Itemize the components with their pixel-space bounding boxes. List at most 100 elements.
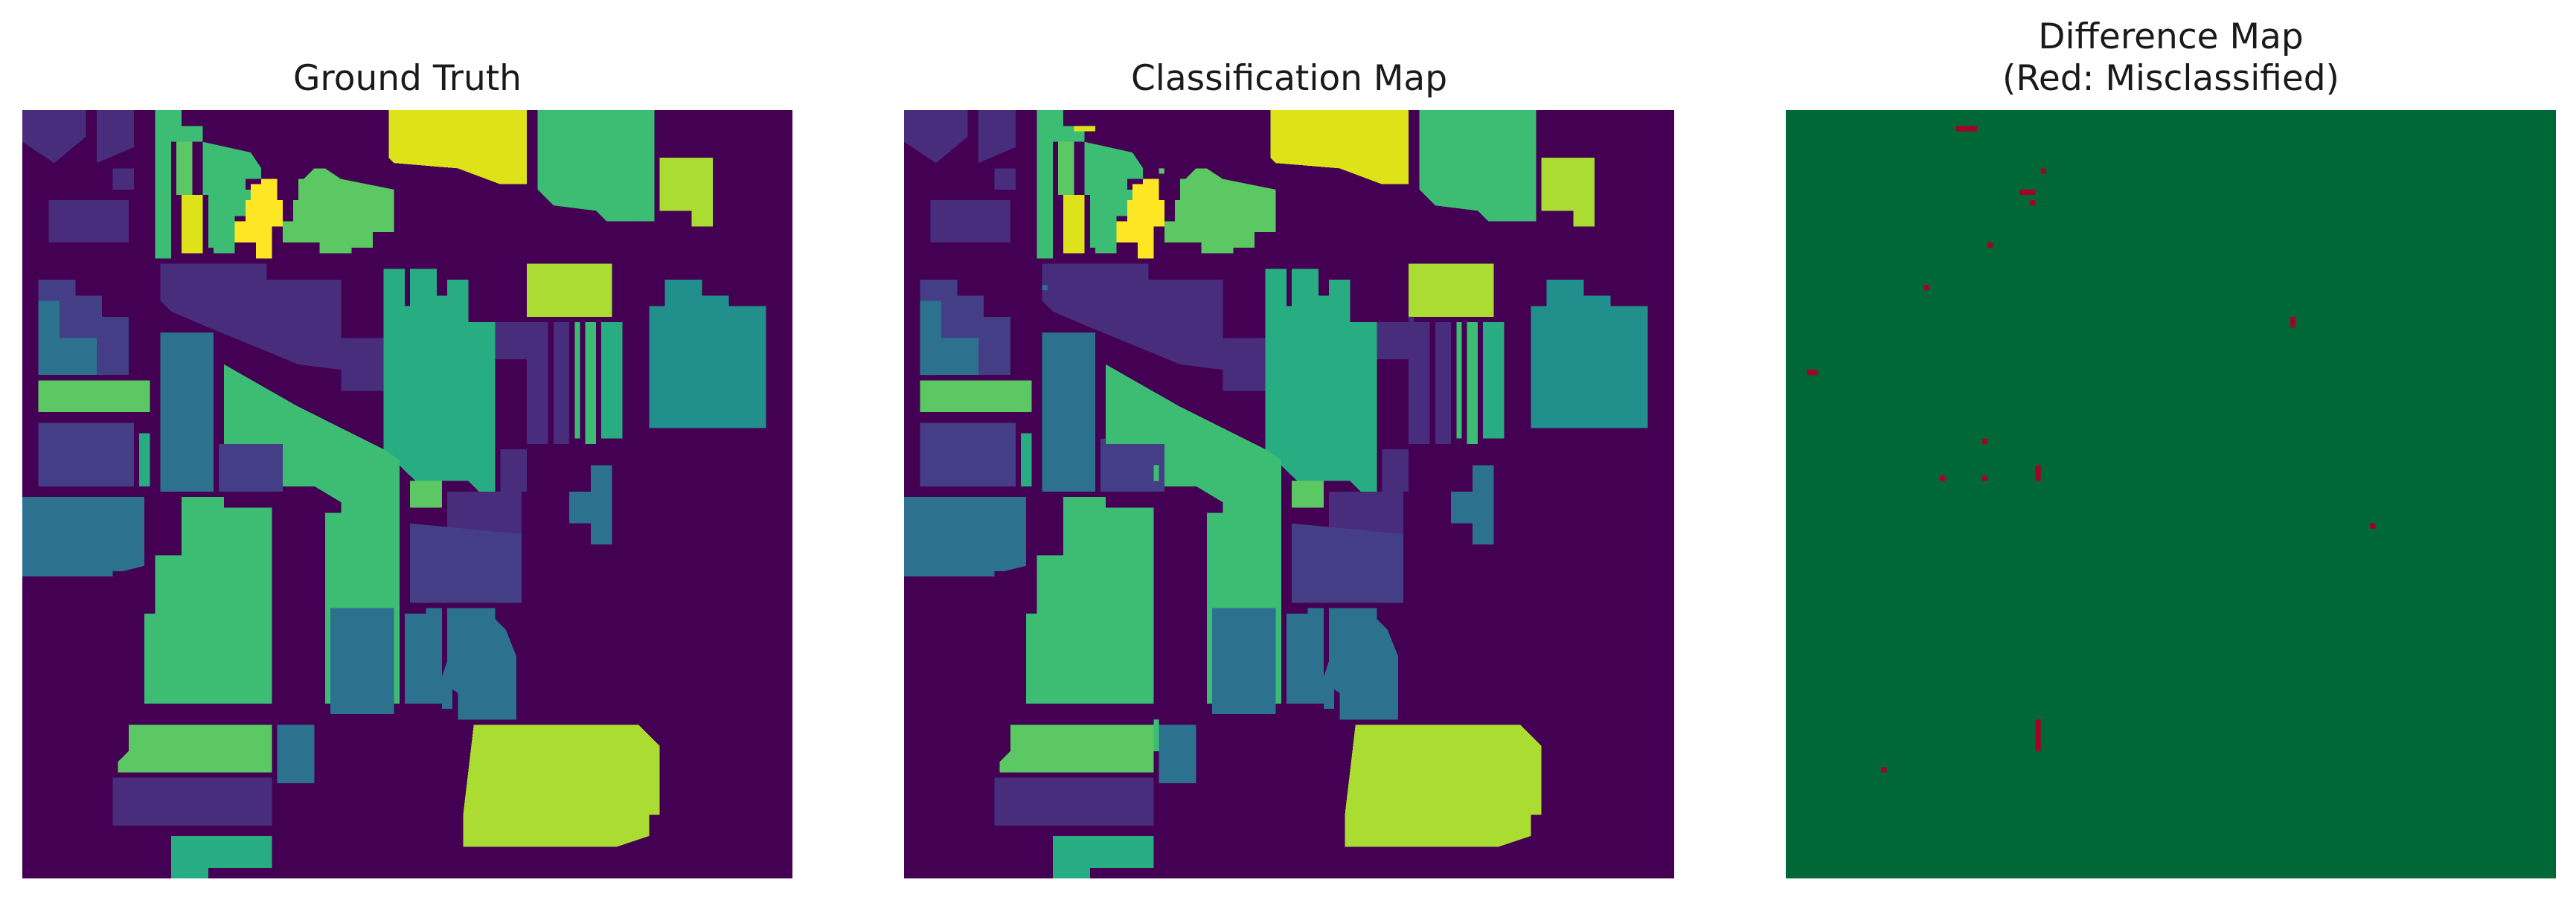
class-region-c11 [38, 422, 134, 486]
class-region-c11 [920, 422, 1016, 486]
class-region-c5 [1026, 613, 1064, 704]
class-region-c6 [920, 380, 1032, 413]
class-region-c5 [1419, 110, 1537, 222]
class-region-c2 [569, 491, 591, 524]
class-region-c6 [1292, 480, 1324, 508]
class-region-c4 [1265, 269, 1377, 492]
class-region-c10 [112, 777, 272, 826]
class-region-c6 [999, 724, 1154, 773]
misclassified-pixel [2290, 316, 2296, 328]
class-region-c2 [1212, 608, 1276, 715]
class-region-c2 [426, 608, 442, 630]
class-region-c2 [1307, 608, 1324, 630]
predicted-pixel [999, 767, 1005, 773]
class-region-c2 [1323, 660, 1335, 710]
misclassified-pixel [1982, 438, 1988, 444]
class-region-c2 [1323, 608, 1398, 720]
class-region-c2 [1159, 724, 1196, 783]
class-region-c5 [537, 110, 655, 222]
predicted-pixel [1409, 316, 1414, 328]
predicted-pixel [1106, 242, 1112, 248]
class-region-c5 [1106, 507, 1154, 704]
predicted-pixel [1074, 126, 1095, 132]
misclassified-pixel [2040, 168, 2046, 174]
class-region-c6 [282, 168, 394, 254]
class-region-c7 [1541, 158, 1595, 227]
class-region-c11 [1100, 443, 1164, 492]
class-region-c10 [994, 777, 1154, 826]
predicted-pixel [1153, 719, 1159, 752]
predicted-pixel [1159, 168, 1164, 174]
class-region-c2 [160, 332, 214, 492]
class-region-c11 [1292, 523, 1403, 603]
class-region-c2 [1472, 465, 1494, 545]
misclassified-pixel [1987, 242, 1993, 248]
class-region-c10 [160, 263, 400, 391]
class-region-c7 [1409, 263, 1494, 317]
class-region-c10 [1042, 263, 1281, 391]
predicted-pixel [1488, 523, 1494, 529]
classification-map-title: Classification Map [1130, 58, 1448, 99]
class-region-c5 [1037, 110, 1085, 259]
class-region-c11 [920, 279, 1010, 376]
misclassified-pixel [1923, 285, 1929, 291]
class-region-c4 [139, 433, 150, 486]
difference-map-title: Difference Map (Red: Misclassified) [2002, 16, 2339, 99]
class-region-c2 [1292, 655, 1308, 704]
misclassified-pixel [2030, 200, 2036, 206]
class-region-c6 [410, 480, 442, 508]
class-region-c10 [495, 321, 528, 359]
class-region-c8 [388, 110, 528, 184]
class-region-c2 [410, 655, 426, 704]
misclassified-pixel [2370, 523, 2376, 529]
class-region-c4 [1483, 321, 1505, 439]
predicted-pixel [1153, 465, 1159, 481]
class-region-c5 [1037, 497, 1106, 704]
class-region-c10 [994, 168, 1016, 190]
class-region-c5 [155, 110, 203, 259]
predicted-pixel [1100, 438, 1106, 444]
class-region-c6 [1058, 141, 1074, 195]
class-region-c6 [118, 724, 272, 773]
class-region-c2 [441, 660, 453, 710]
class-region-c6 [1164, 168, 1276, 254]
predicted-pixel [1058, 475, 1064, 481]
class-region-c10 [978, 110, 1016, 164]
class-region-c2 [920, 300, 978, 376]
class-region-c5 [574, 321, 580, 439]
class-region-c2 [904, 497, 1027, 576]
class-region-c4 [383, 269, 496, 492]
misclassified-pixel [2019, 189, 2036, 195]
class-region-c2 [277, 724, 315, 783]
class-region-c2 [590, 465, 612, 545]
class-region-c5 [1467, 321, 1478, 444]
class-region-c10 [1435, 321, 1452, 444]
class-region-c2 [426, 655, 437, 672]
class-region-c5 [202, 141, 262, 254]
class-region-c5 [1456, 321, 1462, 439]
class-region-c2 [1307, 655, 1319, 672]
class-region-c10 [1377, 321, 1409, 359]
class-region-c2 [441, 608, 516, 720]
class-region-c11 [410, 523, 522, 603]
class-region-c10 [500, 449, 528, 492]
class-region-c10 [1382, 449, 1409, 492]
class-region-c10 [527, 321, 548, 444]
ground-truth-map [22, 110, 792, 878]
class-region-c4 [601, 321, 623, 439]
class-region-c6 [38, 380, 150, 413]
misclassified-pixel [1881, 767, 1887, 773]
ground-truth-title: Ground Truth [293, 58, 522, 99]
misclassified-pixel [1982, 475, 1988, 481]
class-region-c7 [1345, 724, 1542, 847]
class-region-c4 [1052, 836, 1154, 878]
class-region-c2 [1451, 491, 1473, 524]
class-region-c10 [112, 168, 134, 190]
class-region-c5 [585, 321, 596, 444]
class-region-c2 [22, 497, 145, 576]
misclassified-pixel [1955, 126, 1977, 132]
class-region-c10 [22, 110, 86, 164]
class-region-c2 [330, 608, 394, 715]
misclassified-pixel [2035, 719, 2041, 752]
